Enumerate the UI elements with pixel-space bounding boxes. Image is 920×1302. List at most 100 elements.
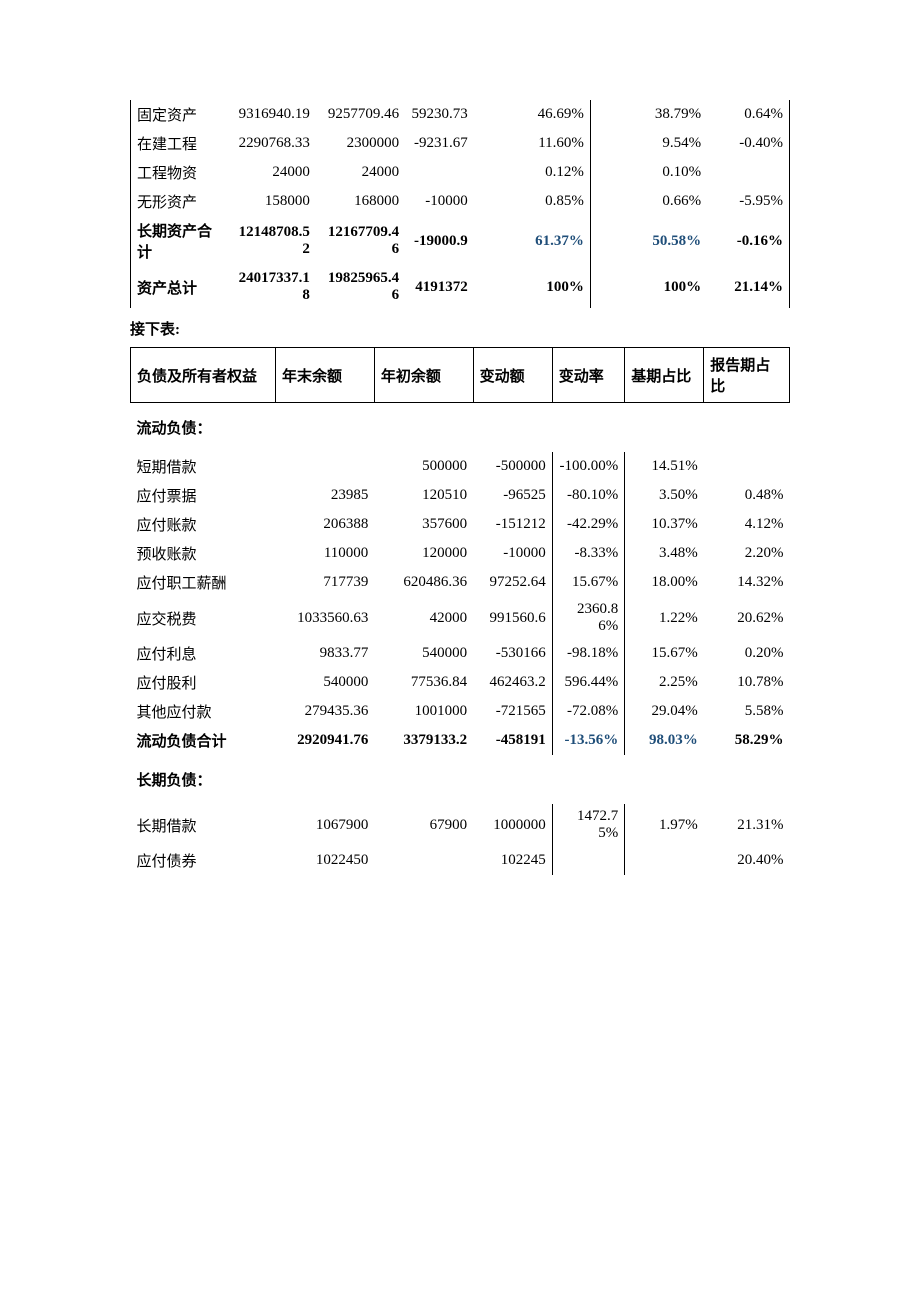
header-row: 负债及所有者权益 年末余额 年初余额 变动额 变动率 基期占比 报告期占比 [131, 348, 790, 403]
cell: 12167709.46 [316, 216, 405, 266]
cell: 工程物资 [131, 158, 227, 187]
cell: 2300000 [316, 129, 405, 158]
header-col7: 报告期占比 [704, 348, 790, 403]
cell: -0.16% [707, 216, 789, 266]
table-row: 其他应付款279435.361001000-721565-72.08%29.04… [131, 697, 790, 726]
cell: 4191372 [405, 266, 474, 308]
continuation-caption: 接下表: [130, 318, 790, 339]
cell: -42.29% [552, 510, 624, 539]
cell: 357600 [374, 510, 473, 539]
table-row: 应付股利54000077536.84462463.2596.44%2.25%10… [131, 668, 790, 697]
cell: 9316940.19 [227, 100, 316, 129]
cell: -98.18% [552, 639, 624, 668]
cell: 1.97% [625, 804, 704, 846]
cell: 应付债券 [131, 846, 276, 875]
cell: 应付股利 [131, 668, 276, 697]
cell: 23985 [275, 481, 374, 510]
cell: 2.20% [704, 539, 790, 568]
cell: 462463.2 [473, 668, 552, 697]
table-row: 工程物资24000240000.12%0.10% [131, 158, 790, 187]
cell: 应付利息 [131, 639, 276, 668]
cell: 21.14% [707, 266, 789, 308]
cell: 0.10% [590, 158, 707, 187]
cell: 12148708.52 [227, 216, 316, 266]
cell: -100.00% [552, 452, 624, 481]
table-row: 流动负债合计2920941.763379133.2-458191-13.56%9… [131, 726, 790, 755]
cell: 14.51% [625, 452, 704, 481]
cell: 0.48% [704, 481, 790, 510]
cell [625, 846, 704, 875]
cell: 42000 [374, 597, 473, 639]
header-col5: 变动率 [552, 348, 624, 403]
header-col1: 负债及所有者权益 [131, 348, 276, 403]
cell: 2920941.76 [275, 726, 374, 755]
cell: 9257709.46 [316, 100, 405, 129]
cell: -151212 [473, 510, 552, 539]
cell: 短期借款 [131, 452, 276, 481]
cell: 20.62% [704, 597, 790, 639]
header-col3: 年初余额 [374, 348, 473, 403]
section-heading-row: 流动负债： [131, 403, 790, 453]
cell: 102245 [473, 846, 552, 875]
cell: 120000 [374, 539, 473, 568]
cell: -5.95% [707, 187, 789, 216]
cell [374, 846, 473, 875]
table-row: 固定资产9316940.199257709.4659230.7346.69%38… [131, 100, 790, 129]
cell: 无形资产 [131, 187, 227, 216]
cell: 620486.36 [374, 568, 473, 597]
cell: 应付票据 [131, 481, 276, 510]
cell: -80.10% [552, 481, 624, 510]
cell: 110000 [275, 539, 374, 568]
cell: 24000 [227, 158, 316, 187]
cell: -0.40% [707, 129, 789, 158]
cell: 15.67% [552, 568, 624, 597]
cell: 19825965.46 [316, 266, 405, 308]
table-row: 应付账款206388357600-151212-42.29%10.37%4.12… [131, 510, 790, 539]
cell: 991560.6 [473, 597, 552, 639]
cell: 2290768.33 [227, 129, 316, 158]
cell: 在建工程 [131, 129, 227, 158]
cell: 1001000 [374, 697, 473, 726]
cell: 14.32% [704, 568, 790, 597]
cell: 应付职工薪酬 [131, 568, 276, 597]
cell: -530166 [473, 639, 552, 668]
cell: -458191 [473, 726, 552, 755]
cell: 120510 [374, 481, 473, 510]
cell: 资产总计 [131, 266, 227, 308]
cell: 77536.84 [374, 668, 473, 697]
cell: 15.67% [625, 639, 704, 668]
table-row: 长期资产合计12148708.5212167709.46-19000.961.3… [131, 216, 790, 266]
cell: 固定资产 [131, 100, 227, 129]
cell: -19000.9 [405, 216, 474, 266]
cell: 1033560.63 [275, 597, 374, 639]
cell: -10000 [405, 187, 474, 216]
cell: 20.40% [704, 846, 790, 875]
cell: 10.78% [704, 668, 790, 697]
cell: 预收账款 [131, 539, 276, 568]
cell: 50.58% [590, 216, 707, 266]
cell: 5.58% [704, 697, 790, 726]
cell: 4.12% [704, 510, 790, 539]
cell: 2360.86% [552, 597, 624, 639]
cell: 97252.64 [473, 568, 552, 597]
cell: 流动负债合计 [131, 726, 276, 755]
cell: 500000 [374, 452, 473, 481]
cell: 3.48% [625, 539, 704, 568]
cell: 0.85% [474, 187, 591, 216]
cell: 100% [474, 266, 591, 308]
cell [704, 452, 790, 481]
cell: 1022450 [275, 846, 374, 875]
header-col6: 基期占比 [625, 348, 704, 403]
table-row: 应交税费1033560.6342000991560.62360.86%1.22%… [131, 597, 790, 639]
cell: 0.66% [590, 187, 707, 216]
cell: -72.08% [552, 697, 624, 726]
table-row: 长期借款10679006790010000001472.75%1.97%21.3… [131, 804, 790, 846]
table-row: 短期借款500000-500000-100.00%14.51% [131, 452, 790, 481]
table-row: 应付债券1022450 102245 20.40% [131, 846, 790, 875]
table-row: 应付票据23985120510-96525-80.10%3.50%0.48% [131, 481, 790, 510]
cell: 100% [590, 266, 707, 308]
cell: 9.54% [590, 129, 707, 158]
cell: 应交税费 [131, 597, 276, 639]
cell: 11.60% [474, 129, 591, 158]
cell: 24017337.18 [227, 266, 316, 308]
